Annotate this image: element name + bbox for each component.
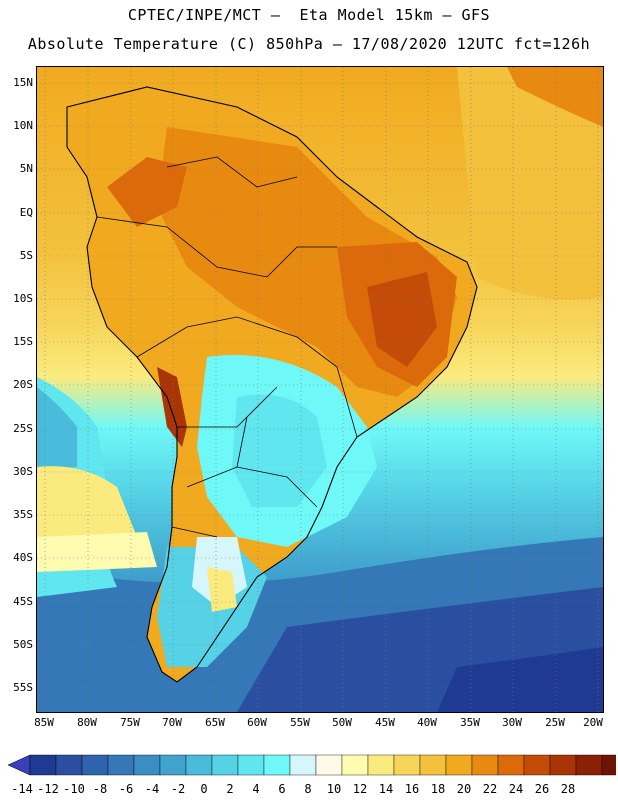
map-title-line2: Absolute Temperature (C) 850hPa – 17/08/… — [27, 35, 591, 53]
colorbar-label: 24 — [508, 782, 524, 796]
lon-label: 85W — [34, 716, 54, 729]
colorbar-segment — [549, 754, 577, 776]
colorbar-segment — [471, 754, 499, 776]
lon-label: 25W — [545, 716, 565, 729]
colorbar-label: -14 — [11, 782, 33, 796]
lon-label: 70W — [162, 716, 182, 729]
colorbar-label: -12 — [37, 782, 59, 796]
cold-band-deepest — [437, 647, 603, 712]
colorbar-segment — [263, 754, 291, 776]
lon-label: 30W — [502, 716, 522, 729]
lon-label: 35W — [460, 716, 480, 729]
lat-label: 30S — [13, 465, 33, 478]
colorbar-segment — [393, 754, 421, 776]
lat-label: 10N — [13, 119, 33, 132]
colorbar — [8, 754, 616, 776]
colorbar-label: 4 — [252, 782, 260, 796]
colorbar-segment — [107, 754, 135, 776]
colorbar-segment — [159, 754, 187, 776]
lon-label: 50W — [332, 716, 352, 729]
colorbar-segment — [419, 754, 447, 776]
colorbar-segment — [341, 754, 369, 776]
colorbar-segment — [185, 754, 213, 776]
lon-label: 60W — [247, 716, 267, 729]
map-title-line1: CPTEC/INPE/MCT – Eta Model 15km – GFS — [127, 6, 491, 24]
pacific-cool-core — [37, 387, 77, 472]
colorbar-label: -8 — [92, 782, 108, 796]
colorbar-label: 28 — [560, 782, 576, 796]
lon-label: 55W — [290, 716, 310, 729]
colorbar-segment — [601, 754, 616, 776]
colorbar-segment — [575, 754, 603, 776]
cold-air-core — [232, 394, 327, 507]
lat-label: 50S — [13, 638, 33, 651]
colorbar-label: 20 — [456, 782, 472, 796]
colorbar-label: 26 — [534, 782, 550, 796]
colorbar-segment — [237, 754, 265, 776]
colorbar-segment — [445, 754, 473, 776]
colorbar-label: 22 — [482, 782, 498, 796]
lat-label: 45S — [13, 595, 33, 608]
colorbar-label: 14 — [378, 782, 394, 796]
colorbar-label: 8 — [304, 782, 312, 796]
colorbar-label: 16 — [404, 782, 420, 796]
lon-label: 75W — [120, 716, 140, 729]
lat-label: 55S — [13, 681, 33, 694]
lon-label: 65W — [205, 716, 225, 729]
temperature-map — [36, 66, 604, 713]
colorbar-label: -10 — [63, 782, 85, 796]
lon-label: 20W — [583, 716, 603, 729]
coastline — [66, 86, 478, 683]
colorbar-under-arrow — [8, 754, 31, 776]
lat-label: 10S — [13, 292, 33, 305]
ne-brazil-hotter — [367, 272, 437, 367]
colorbar-segment — [29, 754, 57, 776]
atlantic-orange-ne — [507, 67, 603, 127]
colorbar-label: 2 — [226, 782, 234, 796]
colorbar-label: -4 — [144, 782, 160, 796]
pacific-pale — [37, 532, 157, 572]
andes-north-hot — [107, 157, 187, 227]
lon-label: 80W — [77, 716, 97, 729]
colorbar-segment — [367, 754, 395, 776]
lat-label: EQ — [19, 206, 33, 219]
lat-label: 15S — [13, 335, 33, 348]
colorbar-label: -6 — [118, 782, 134, 796]
colorbar-segment — [55, 754, 83, 776]
lat-label: 25S — [13, 422, 33, 435]
colorbar-segment — [497, 754, 525, 776]
colorbar-label: 6 — [278, 782, 286, 796]
lat-label: 5N — [19, 162, 33, 175]
lat-label: 5S — [19, 249, 33, 262]
lat-label: 35S — [13, 508, 33, 521]
colorbar-label: 18 — [430, 782, 446, 796]
lat-label: 40S — [13, 551, 33, 564]
lat-label: 15N — [13, 76, 33, 89]
colorbar-segment — [211, 754, 239, 776]
colorbar-label: -2 — [170, 782, 186, 796]
atlantic-warm-ne — [457, 67, 603, 300]
colorbar-segment — [289, 754, 317, 776]
colorbar-label: 0 — [200, 782, 208, 796]
pacific-yellow — [37, 466, 137, 537]
country-borders — [96, 156, 358, 538]
colorbar-segment — [81, 754, 109, 776]
lat-label: 20S — [13, 378, 33, 391]
colorbar-label: 12 — [352, 782, 368, 796]
colorbar-label: 10 — [326, 782, 342, 796]
patagonia-yellow — [207, 567, 237, 612]
colorbar-segment — [133, 754, 161, 776]
colorbar-segment — [523, 754, 551, 776]
lon-label: 40W — [417, 716, 437, 729]
lon-label: 45W — [375, 716, 395, 729]
colorbar-segment — [315, 754, 343, 776]
